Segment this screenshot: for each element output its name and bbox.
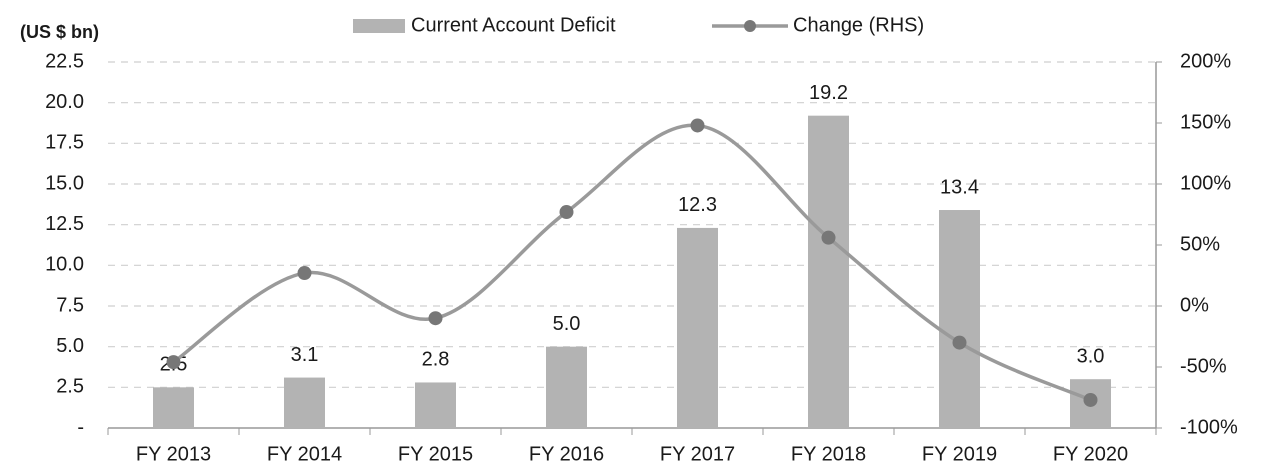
line-marker (690, 118, 705, 133)
y-tick-label: 17.5 (45, 132, 84, 154)
y-tick-label: - (77, 416, 84, 438)
x-tick-label: FY 2014 (267, 443, 342, 465)
data-label: 19.2 (809, 82, 848, 104)
x-tick-label: FY 2018 (791, 443, 866, 465)
y-tick-label: 10.0 (45, 254, 84, 276)
legend-label: Current Account Deficit (411, 14, 616, 36)
y2-tick-label: 100% (1180, 172, 1231, 194)
y2-tick-label: 50% (1180, 233, 1220, 255)
data-label: 3.1 (291, 344, 319, 366)
data-label: 13.4 (940, 176, 979, 198)
legend-label: Change (RHS) (793, 14, 924, 36)
y-tick-label: 22.5 (45, 50, 84, 72)
x-tick-label: FY 2020 (1053, 443, 1128, 465)
data-label: 5.0 (553, 313, 581, 335)
y2-tick-label: 150% (1180, 111, 1231, 133)
line-marker (166, 355, 181, 370)
legend-swatch (353, 19, 405, 33)
bar (939, 210, 980, 428)
data-label: 12.3 (678, 194, 717, 216)
y-tick-label: 15.0 (45, 172, 84, 194)
legend-swatch (744, 20, 756, 32)
bar (677, 227, 718, 428)
y-tick-label: 2.5 (56, 376, 84, 398)
x-tick-label: FY 2019 (922, 443, 997, 465)
bar (808, 115, 849, 429)
y2-tick-label: -100% (1180, 416, 1238, 438)
data-label: 2.8 (422, 349, 450, 371)
y2-tick-label: 0% (1180, 294, 1209, 316)
x-tick-label: FY 2013 (136, 443, 211, 465)
y-tick-label: 5.0 (56, 335, 84, 357)
y2-tick-label: -50% (1180, 355, 1227, 377)
bar (284, 377, 325, 428)
x-tick-label: FY 2016 (529, 443, 604, 465)
line (172, 123, 1092, 402)
x-tick-label: FY 2015 (398, 443, 473, 465)
data-label: 3.0 (1077, 345, 1105, 367)
y-axis-label: (US $ bn) (20, 22, 99, 42)
y-tick-label: 7.5 (56, 294, 84, 316)
line-marker (428, 311, 443, 326)
y-tick-label: 20.0 (45, 91, 84, 113)
y-tick-label: 12.5 (45, 213, 84, 235)
line-marker (952, 335, 967, 350)
bar (153, 387, 194, 428)
bar (546, 346, 587, 428)
line-marker (559, 205, 574, 220)
y2-tick-label: 200% (1180, 50, 1231, 72)
line-marker (821, 230, 836, 245)
line-marker (297, 266, 312, 281)
x-tick-label: FY 2017 (660, 443, 735, 465)
line-marker (1083, 392, 1098, 407)
bar (415, 382, 456, 428)
